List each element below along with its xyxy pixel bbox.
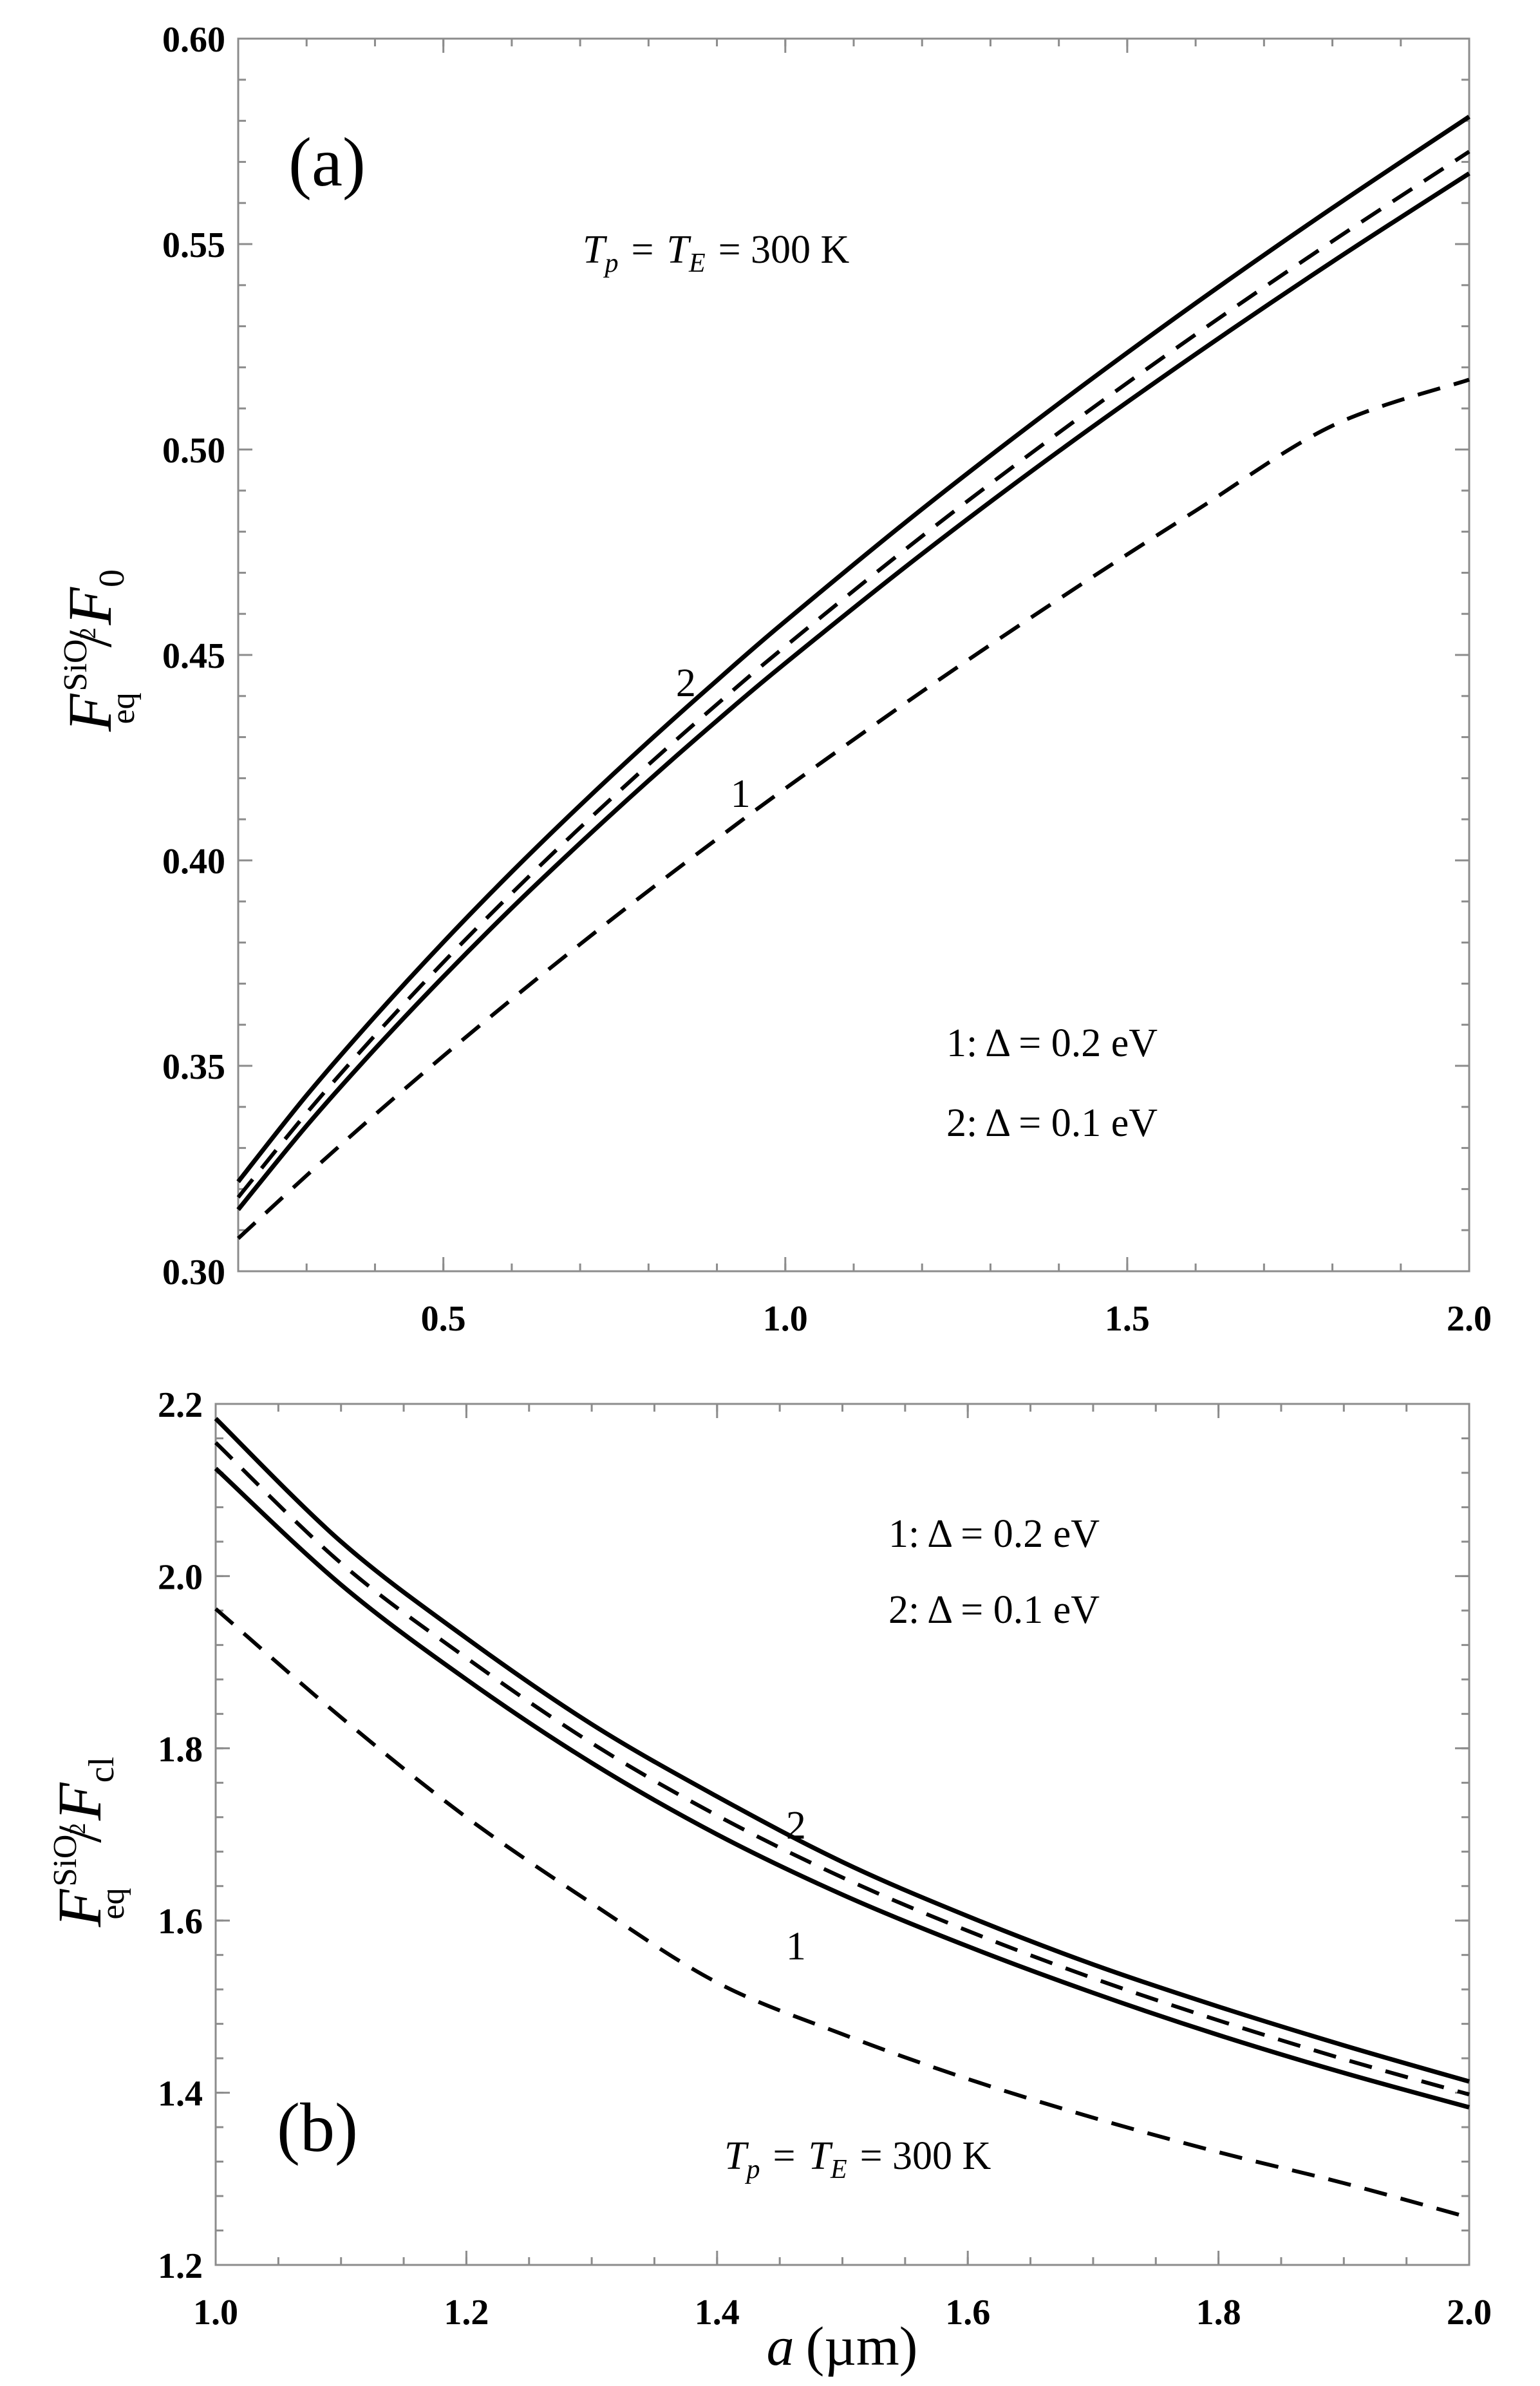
panel-b-curve-label-1: 1 — [786, 1924, 806, 1968]
panel-a-legend-1: 1: Δ = 0.2 eV — [946, 1021, 1158, 1065]
panel-b-curve-label-2: 2 — [786, 1804, 806, 1848]
panel-b-ytick-label: 1.8 — [158, 1730, 203, 1770]
panel-b-temperature-label: Tp = TE = 300 K — [724, 2134, 991, 2184]
panel-a-series-1 — [236, 171, 1470, 1211]
panel-b-frame — [214, 1403, 1470, 2266]
panel-a-xtick-label: 2.0 — [1447, 1299, 1492, 1339]
panel-b-xtick-label: 1.4 — [695, 2293, 740, 2333]
panel-a-series-dashed-upper — [236, 149, 1470, 1199]
panel-a-ytick-label: 0.45 — [162, 636, 225, 676]
panel-b-legend-1: 1: Δ = 0.2 eV — [888, 1512, 1100, 1556]
panel-a-ytick-label: 0.60 — [162, 20, 225, 60]
panel-b-ytick-label: 1.6 — [158, 1902, 203, 1942]
panel-a-ytick-label: 0.50 — [162, 431, 225, 471]
panel-b-series-dashed-upper — [214, 1441, 1470, 2097]
panel-b-tag: (b) — [277, 2090, 358, 2166]
panel-b-xtick-label: 2.0 — [1447, 2293, 1492, 2333]
panel-a-ytick-label: 0.30 — [162, 1253, 225, 1292]
panel-a-ticks: 0.5 1.0 1.5 2.0 0.30 0.35 0.40 0.45 0.50 0.55 0.60 — [162, 20, 1492, 1339]
panel-a-curve-label-1: 1 — [731, 772, 751, 816]
panel-a-xtick-label: 1.0 — [763, 1299, 808, 1339]
panel-b-xtick-label: 1.8 — [1196, 2293, 1241, 2333]
panel-a-curve-label-2: 2 — [676, 661, 696, 705]
panel-b-legend-2: 2: Δ = 0.1 eV — [888, 1588, 1100, 1632]
panel-a: 0.5 1.0 1.5 2.0 0.30 0.35 0.40 0.45 0.50 0.55 0.60… — [55, 20, 1492, 1339]
panel-b-ytick-label: 1.2 — [158, 2246, 203, 2286]
panel-a-xtick-label: 1.5 — [1105, 1299, 1150, 1339]
panel-b-ticks: 1.0 1.2 1.4 1.6 1.8 2.0 1.2 1.4 1.6 1.8 2.0 2.2 — [158, 1385, 1492, 2333]
panel-b-series-2 — [214, 1417, 1470, 2084]
panel-a-temperature-label: Tp = TE = 300 K — [583, 228, 850, 278]
panel-a-series-2 — [236, 115, 1470, 1184]
panel-a-ylabel: FSiO2eq/F0 — [55, 569, 142, 732]
panel-b-series-dashed-lower — [214, 1607, 1470, 2220]
panel-b-series-1 — [214, 1466, 1470, 2110]
panel-b-curves — [214, 1417, 1470, 2220]
panel-a-ytick-label: 0.35 — [162, 1047, 225, 1087]
panel-b-ytick-label: 1.4 — [158, 2074, 203, 2114]
panel-a-xtick-label: 0.5 — [421, 1299, 466, 1339]
panel-b-ylabel: FSiO2eq/Fcl — [45, 1757, 131, 1927]
x-axis-label: a (µm) — [767, 2315, 918, 2377]
panel-a-ytick-label: 0.40 — [162, 842, 225, 882]
panel-b-xtick-label: 1.6 — [945, 2293, 990, 2333]
panel-b-xtick-label: 1.0 — [193, 2293, 238, 2333]
panel-b-ytick-label: 2.2 — [158, 1385, 203, 1425]
panel-a-curves — [236, 115, 1470, 1240]
panel-b: 1.0 1.2 1.4 1.6 1.8 2.0 1.2 1.4 1.6 1.8 2.0 2.2 (b)… — [45, 1385, 1492, 2377]
panel-a-tag: (a) — [288, 124, 366, 201]
panel-a-legend-2: 2: Δ = 0.1 eV — [946, 1101, 1158, 1145]
panel-a-ytick-label: 0.55 — [162, 225, 225, 265]
panel-a-series-dashed-lower — [236, 377, 1470, 1240]
panel-b-ytick-label: 2.0 — [158, 1557, 203, 1597]
panel-a-frame — [237, 37, 1470, 1273]
panel-b-xtick-label: 1.2 — [444, 2293, 489, 2333]
